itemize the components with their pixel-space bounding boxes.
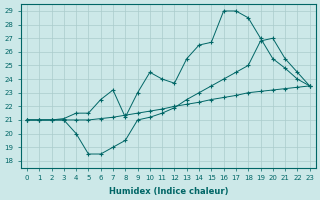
X-axis label: Humidex (Indice chaleur): Humidex (Indice chaleur) [108,187,228,196]
